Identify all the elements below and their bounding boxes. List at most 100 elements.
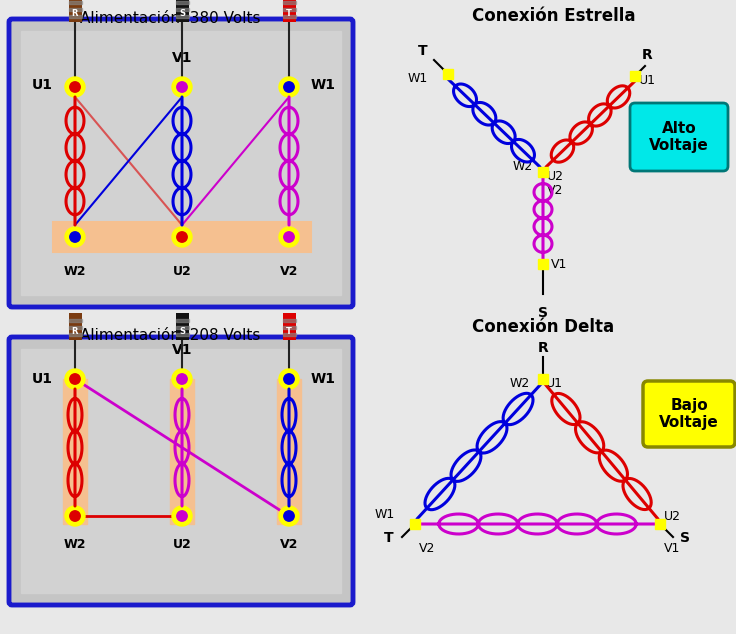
Circle shape — [172, 77, 192, 97]
Text: U2: U2 — [173, 538, 191, 551]
Bar — [176, 333, 189, 336]
Bar — [69, 0, 82, 22]
Text: S: S — [538, 306, 548, 320]
Bar — [69, 8, 82, 11]
Circle shape — [65, 506, 85, 526]
Text: T: T — [286, 8, 292, 18]
Text: Alto
Voltaje: Alto Voltaje — [649, 121, 709, 153]
Text: W2: W2 — [64, 265, 86, 278]
Text: Alimentación  380 Volts: Alimentación 380 Volts — [79, 11, 261, 26]
Circle shape — [177, 511, 187, 521]
FancyBboxPatch shape — [9, 19, 353, 307]
Bar — [69, 326, 82, 329]
Circle shape — [279, 77, 299, 97]
Bar — [176, 15, 189, 18]
Text: W1: W1 — [408, 72, 428, 86]
Text: W2: W2 — [64, 538, 86, 551]
Text: R: R — [642, 48, 653, 62]
Text: V1: V1 — [171, 343, 192, 357]
Bar — [538, 259, 548, 269]
Circle shape — [70, 82, 80, 92]
Circle shape — [65, 77, 85, 97]
Text: S: S — [179, 8, 185, 18]
Text: S: S — [179, 327, 185, 335]
Text: W1: W1 — [375, 507, 395, 521]
Circle shape — [172, 506, 192, 526]
Text: V1: V1 — [551, 257, 567, 271]
Bar — [283, 0, 296, 22]
Text: V2: V2 — [547, 184, 563, 197]
Text: V2: V2 — [280, 538, 298, 551]
Bar — [21, 31, 341, 295]
FancyBboxPatch shape — [643, 381, 735, 447]
Bar — [170, 379, 194, 524]
Bar — [630, 71, 640, 81]
Text: T: T — [383, 531, 393, 545]
Text: T: T — [418, 44, 428, 58]
Bar — [69, 319, 82, 322]
FancyBboxPatch shape — [630, 103, 728, 171]
Text: S: S — [680, 531, 690, 545]
Bar — [283, 313, 296, 340]
Bar — [283, 326, 296, 329]
Bar — [176, 0, 189, 22]
Circle shape — [70, 374, 80, 384]
Text: V1: V1 — [664, 542, 680, 555]
Circle shape — [65, 369, 85, 389]
Bar — [69, 1, 82, 4]
Bar — [283, 333, 296, 336]
Text: W1: W1 — [311, 372, 336, 386]
Text: U1: U1 — [32, 78, 53, 92]
Circle shape — [284, 82, 294, 92]
Text: Conexión Delta: Conexión Delta — [472, 318, 614, 336]
Circle shape — [284, 232, 294, 242]
Circle shape — [172, 227, 192, 247]
Bar — [21, 349, 341, 593]
Text: V1: V1 — [171, 51, 192, 65]
Circle shape — [172, 369, 192, 389]
Circle shape — [279, 369, 299, 389]
Text: U2: U2 — [173, 265, 191, 278]
Circle shape — [177, 232, 187, 242]
Bar — [538, 167, 548, 177]
Bar — [69, 313, 82, 340]
Bar — [283, 8, 296, 11]
Text: Alimentación  208 Volts: Alimentación 208 Volts — [79, 328, 261, 343]
Bar — [283, 15, 296, 18]
Text: Bajo
Voltaje: Bajo Voltaje — [659, 398, 719, 430]
Bar — [277, 379, 301, 524]
Text: V2: V2 — [419, 542, 436, 555]
Circle shape — [177, 374, 187, 384]
Text: W2: W2 — [513, 160, 533, 172]
Text: U1: U1 — [32, 372, 53, 386]
Bar — [176, 319, 189, 322]
Bar — [176, 1, 189, 4]
FancyBboxPatch shape — [9, 337, 353, 605]
Bar — [283, 319, 296, 322]
Circle shape — [284, 511, 294, 521]
Text: Conexión Estrella: Conexión Estrella — [473, 7, 636, 25]
Circle shape — [65, 227, 85, 247]
Text: U1: U1 — [546, 377, 563, 390]
Bar — [283, 1, 296, 4]
Bar — [410, 519, 420, 529]
Bar — [69, 15, 82, 18]
Text: W1: W1 — [311, 78, 336, 92]
Text: R: R — [537, 341, 548, 355]
Bar — [538, 374, 548, 384]
Text: U2: U2 — [547, 170, 564, 183]
Circle shape — [279, 506, 299, 526]
Bar — [655, 519, 665, 529]
Circle shape — [70, 232, 80, 242]
Bar — [176, 8, 189, 11]
Text: V2: V2 — [280, 265, 298, 278]
Bar — [176, 326, 189, 329]
Text: W2: W2 — [510, 377, 530, 390]
Text: U1: U1 — [639, 74, 656, 86]
Text: U2: U2 — [664, 510, 681, 522]
Circle shape — [70, 511, 80, 521]
Text: R: R — [71, 327, 78, 335]
Bar — [53, 222, 311, 252]
Circle shape — [284, 374, 294, 384]
Bar — [63, 379, 87, 524]
